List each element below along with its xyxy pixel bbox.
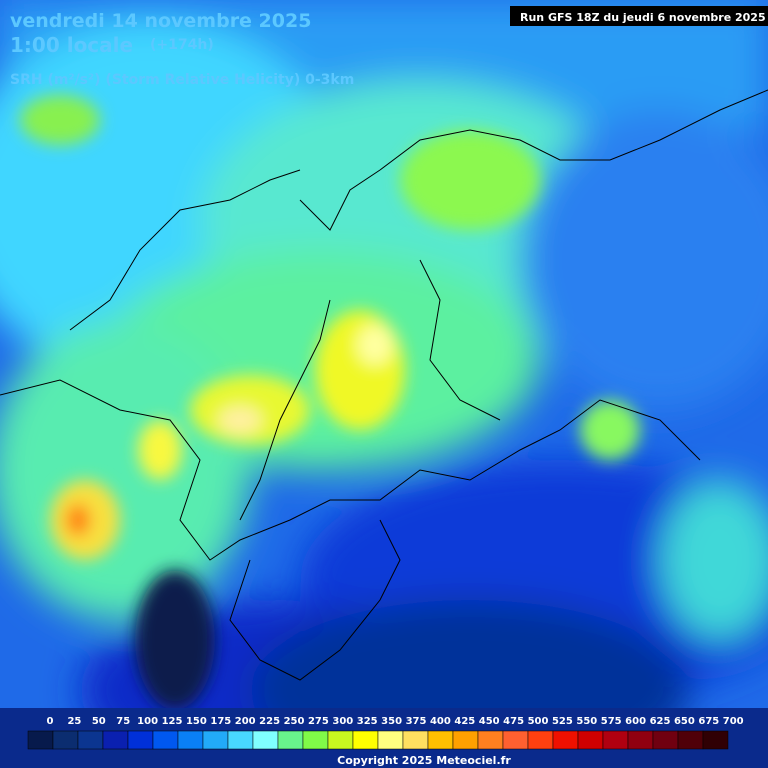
legend-swatch <box>152 730 179 750</box>
legend-label: 125 <box>162 716 183 727</box>
legend-swatch <box>527 730 554 750</box>
run-box <box>510 6 768 26</box>
legend-swatch <box>27 730 54 750</box>
legend-label: 675 <box>698 716 719 727</box>
legend-label: 300 <box>332 716 353 727</box>
legend-swatch <box>577 730 604 750</box>
legend-swatch <box>177 730 204 750</box>
legend-swatch <box>452 730 479 750</box>
legend-label: 175 <box>210 716 231 727</box>
legend-label: 225 <box>259 716 280 727</box>
legend-label: 575 <box>601 716 622 727</box>
local-time: 1:00 locale <box>10 33 133 57</box>
legend-swatch <box>377 730 404 750</box>
legend-swatch <box>702 730 729 750</box>
legend-swatch <box>202 730 229 750</box>
legend-label: 100 <box>137 716 158 727</box>
legend-swatch <box>502 730 529 750</box>
legend-label: 325 <box>357 716 378 727</box>
run-info: Run GFS 18Z du jeudi 6 novembre 2025 <box>520 11 766 24</box>
legend-label: 450 <box>479 716 500 727</box>
legend-label: 525 <box>552 716 573 727</box>
legend-swatch <box>52 730 79 750</box>
legend-swatch <box>277 730 304 750</box>
legend-label: 75 <box>116 716 130 727</box>
legend-swatch <box>552 730 579 750</box>
legend-swatch <box>302 730 329 750</box>
legend-label: 350 <box>381 716 402 727</box>
legend-swatch <box>352 730 379 750</box>
legend-label: 0 <box>47 716 54 727</box>
copyright: Copyright 2025 Meteociel.fr <box>337 754 511 767</box>
legend-swatch <box>427 730 454 750</box>
legend-swatch <box>477 730 504 750</box>
legend-label: 600 <box>625 716 646 727</box>
legend-swatch <box>252 730 279 750</box>
legend-label: 375 <box>406 716 427 727</box>
legend-label: 550 <box>576 716 597 727</box>
legend-swatch <box>677 730 704 750</box>
date: vendredi 14 novembre 2025 <box>10 10 311 32</box>
legend: 0 25 50 75 100 125 150 175 200 225 250 275 300 325 350… <box>27 716 744 750</box>
legend-label: 500 <box>528 716 549 727</box>
legend-swatch <box>102 730 129 750</box>
legend-label: 275 <box>308 716 329 727</box>
legend-label: 425 <box>454 716 475 727</box>
legend-swatch <box>327 730 354 750</box>
legend-label: 150 <box>186 716 207 727</box>
legend-label: 200 <box>235 716 256 727</box>
legend-label: 475 <box>503 716 524 727</box>
legend-swatch <box>627 730 654 750</box>
legend-swatch <box>77 730 104 750</box>
legend-label: 625 <box>650 716 671 727</box>
legend-label: 400 <box>430 716 451 727</box>
legend-label: 650 <box>674 716 695 727</box>
parameter: SRH (m²/s²) (Storm Relative Helicity) 0-… <box>10 72 354 88</box>
legend-swatch <box>127 730 154 750</box>
legend-label: 250 <box>284 716 305 727</box>
legend-swatch <box>227 730 254 750</box>
legend-swatch <box>402 730 429 750</box>
legend-label: 50 <box>92 716 106 727</box>
legend-label: 25 <box>67 716 81 727</box>
legend-label: 700 <box>723 716 744 727</box>
lead-time: (+174h) <box>150 37 214 53</box>
legend-swatch <box>602 730 629 750</box>
legend-swatch <box>652 730 679 750</box>
